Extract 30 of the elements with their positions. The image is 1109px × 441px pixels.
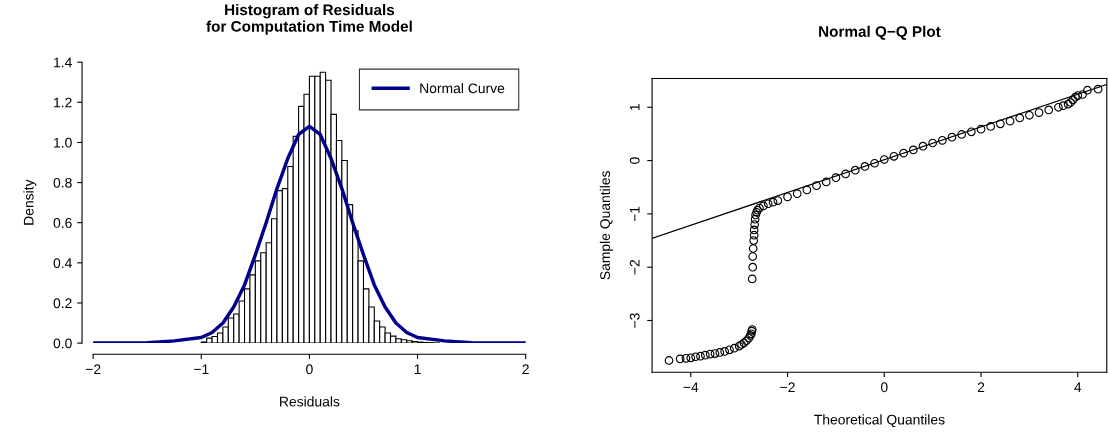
- x-tick-label: −1: [194, 364, 209, 374]
- y-tick-label: 0: [629, 157, 640, 164]
- y-tick-label: 0.6: [53, 218, 72, 228]
- y-tick-label: 1.2: [54, 97, 72, 108]
- x-tick-label: 0: [306, 364, 313, 375]
- x-tick-label: −2: [85, 364, 101, 374]
- x-tick-label: −4: [683, 382, 699, 392]
- y-tick-label: −2: [629, 259, 640, 275]
- y-tick-label: −1: [629, 206, 640, 222]
- x-tick-label: −2: [780, 382, 795, 392]
- x-tick-label: 2: [977, 382, 985, 392]
- legend-label: Normal Curve: [420, 83, 505, 94]
- x-tick-label: 1: [414, 364, 421, 374]
- y-tick-label: 0.2: [53, 298, 72, 309]
- x-tick-label: 4: [1074, 382, 1082, 392]
- y-axis-title: Sample Quantiles: [599, 171, 613, 280]
- x-axis-title: Residuals: [280, 396, 340, 407]
- y-tick-label: 1.4: [54, 57, 72, 68]
- y-tick-label: 0.4: [53, 258, 72, 269]
- y-tick-label: 1.0: [54, 137, 72, 148]
- y-axis-title: Density: [23, 179, 37, 225]
- x-axis-title: Theoretical Quantiles: [814, 414, 945, 428]
- x-tick-label: 2: [522, 364, 529, 374]
- y-tick-label: 0.0: [53, 338, 72, 349]
- x-tick-label: 0: [880, 382, 888, 393]
- y-tick-label: 0.8: [53, 177, 72, 188]
- y-tick-label: −3: [629, 313, 640, 328]
- chart-title: Histogram of Residuals for Computation Time Model: [206, 4, 412, 35]
- chart-title: Normal Q−Q Plot: [819, 25, 941, 40]
- y-tick-label: 1: [629, 104, 640, 111]
